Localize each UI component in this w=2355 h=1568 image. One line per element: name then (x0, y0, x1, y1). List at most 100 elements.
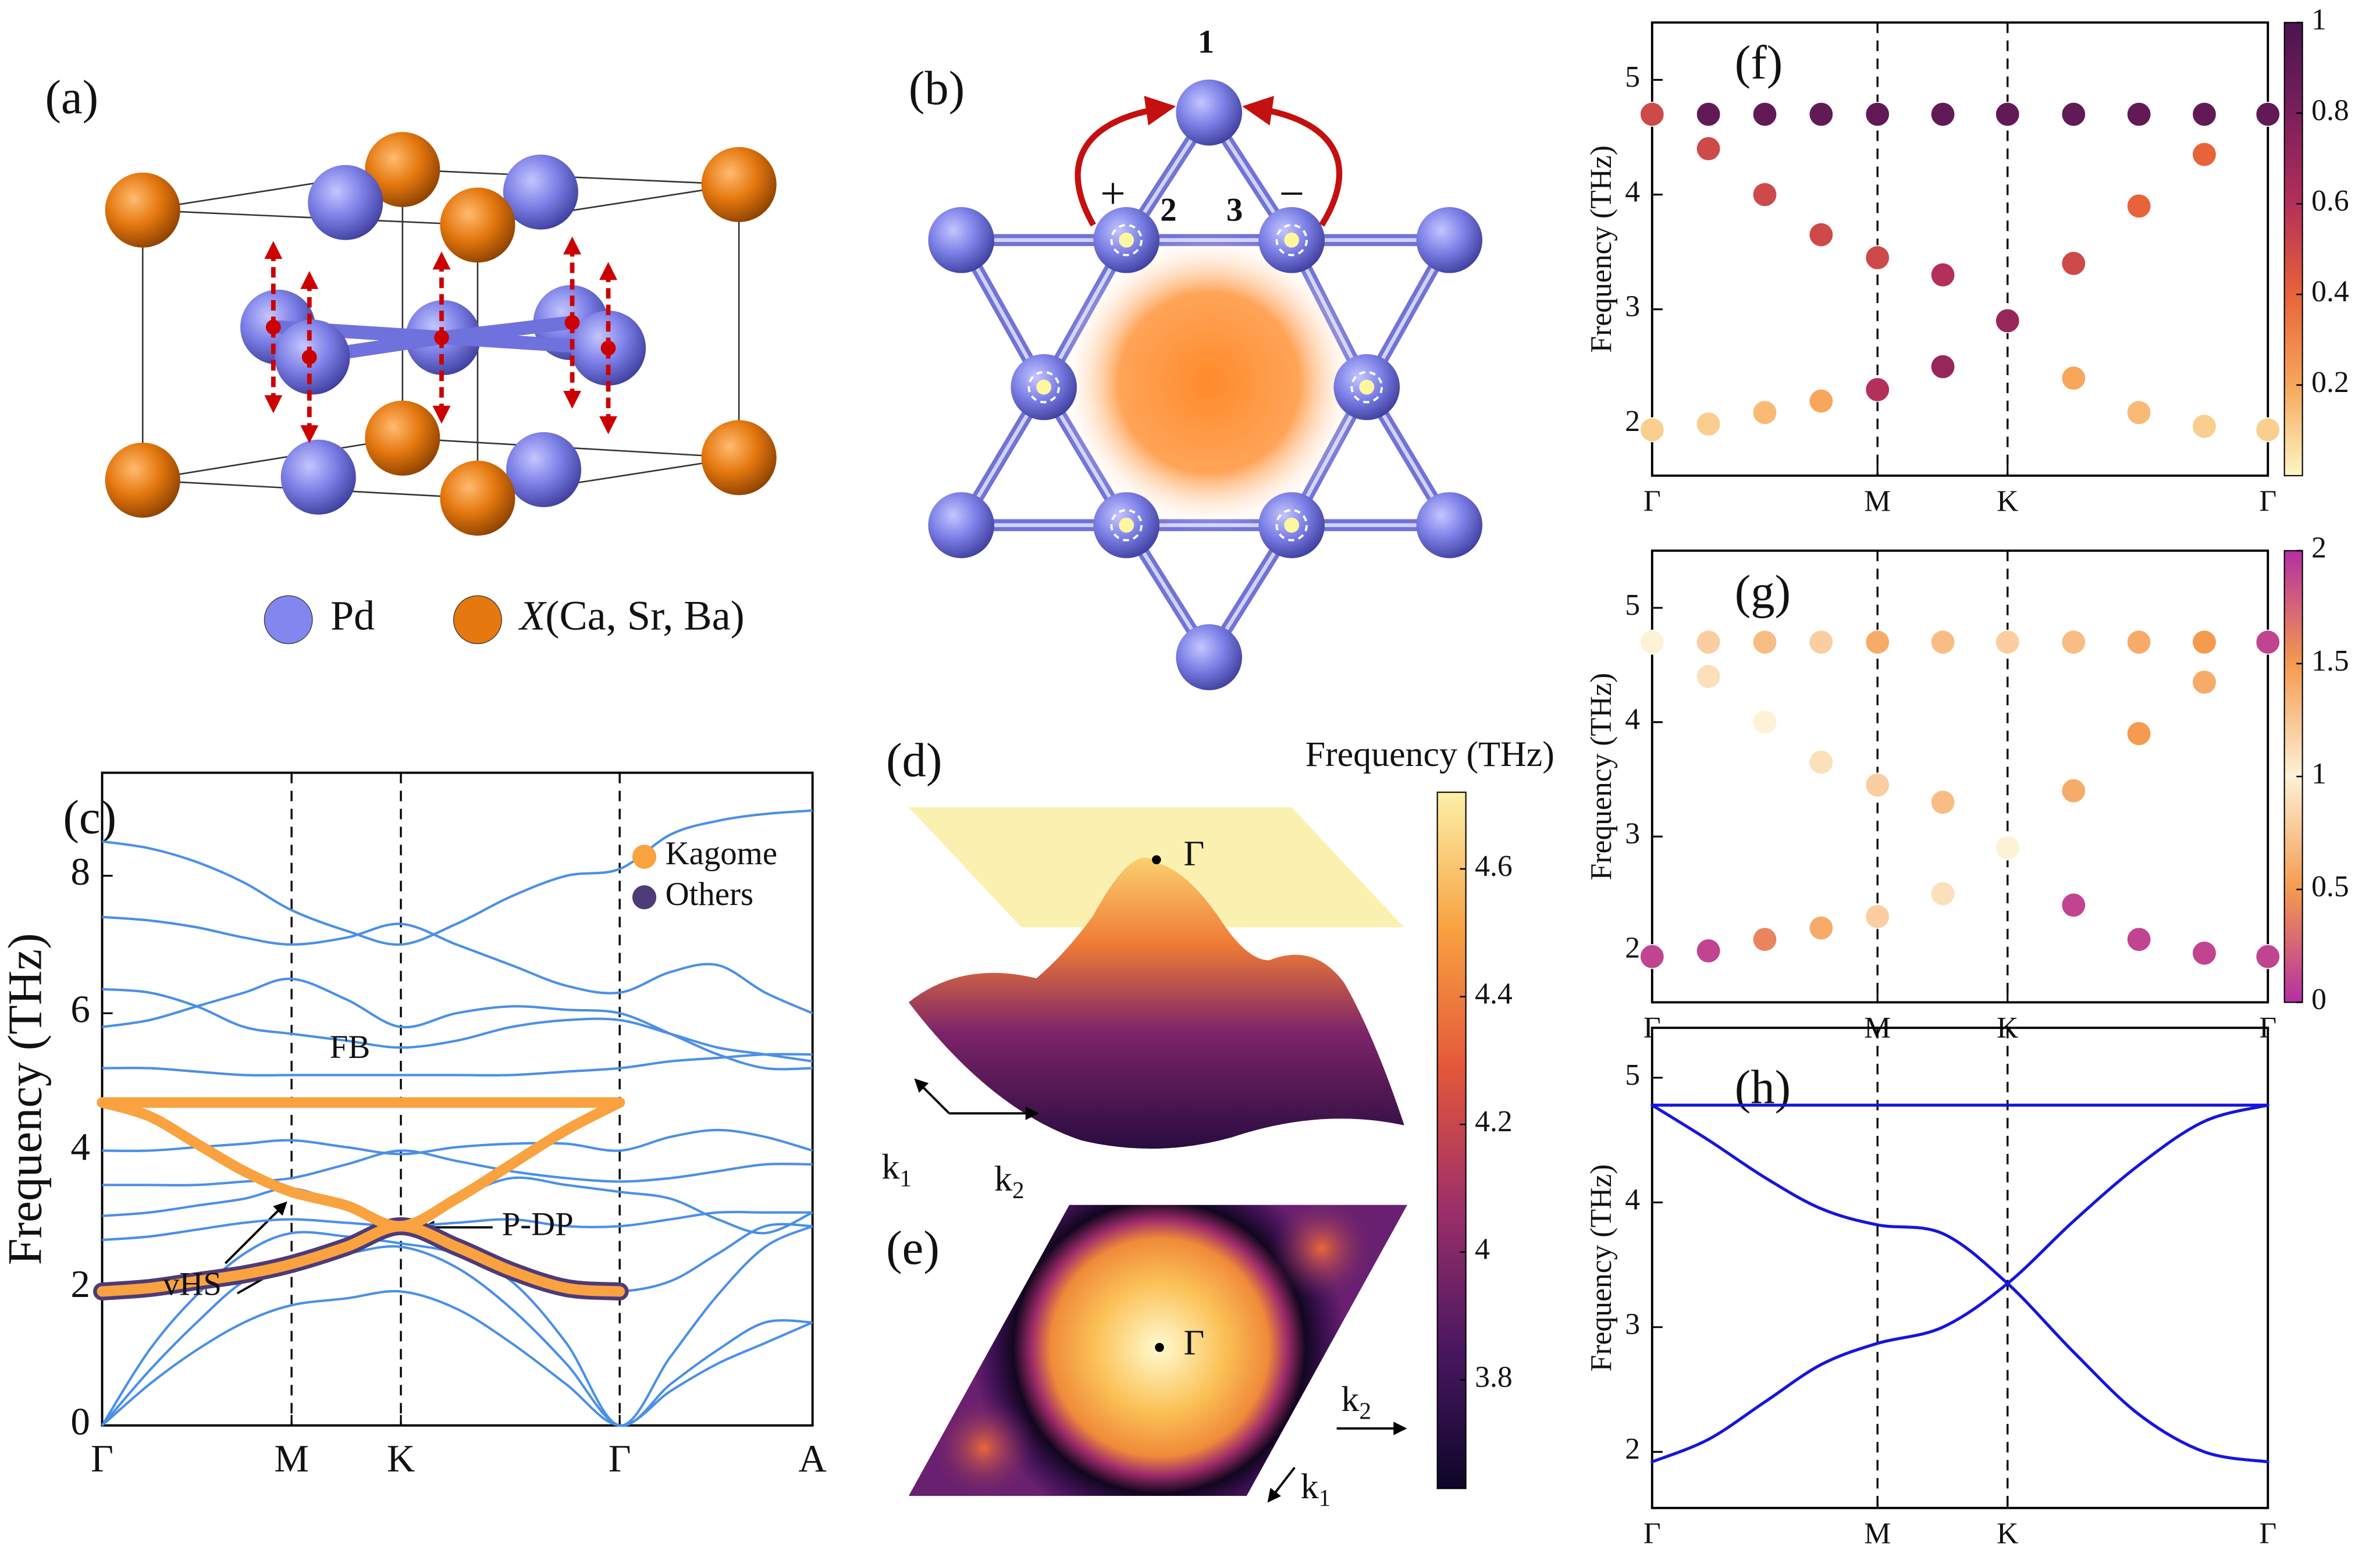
k-base: k (1341, 1380, 1359, 1419)
weighted-point (2192, 669, 2217, 695)
weighted-point (1808, 750, 1834, 775)
weighted-point (1752, 102, 1777, 127)
weighted-point (1865, 629, 1890, 655)
site-orbit (1110, 509, 1143, 541)
x-tick-label: K (1997, 485, 2018, 518)
colorbar-tick-label: 0.4 (2311, 275, 2349, 308)
site-label: 1 (1198, 23, 1214, 60)
annotation-arrow (224, 1201, 287, 1264)
site-label: 3 (1226, 191, 1243, 228)
weighted-point (1639, 102, 1665, 127)
hop-arrow (1242, 95, 1343, 227)
weighted-point (2061, 365, 2086, 391)
y-tick-label: 5 (1625, 1059, 1640, 1092)
y-tick-label: 2 (1625, 405, 1640, 438)
gamma-point (1152, 855, 1161, 865)
legend-label: Kagome (666, 835, 777, 872)
site (1176, 624, 1243, 690)
kagome-lattice: 1 2 3 + − (928, 23, 1483, 690)
atom (701, 420, 777, 496)
y-tick-label: 3 (1625, 290, 1640, 323)
weighted-point (1639, 629, 1665, 655)
phonon-band (102, 988, 813, 1063)
weighted-point (1639, 417, 1665, 443)
weighted-point (1930, 354, 1956, 379)
k-axis-label: k2 (1341, 1380, 1371, 1424)
weighted-point (1930, 262, 1956, 288)
colorbar-tick-label: 2 (2311, 532, 2326, 565)
colorbar-tick-label: 1.5 (2311, 644, 2349, 678)
weighted-point (1696, 136, 1721, 162)
phonon-band (102, 1176, 813, 1235)
weighted-point (2126, 193, 2152, 219)
y-axis-label: Frequency (THz) (1585, 145, 1618, 353)
band-surface (908, 857, 1404, 1149)
displacement-center (301, 350, 317, 365)
y-axis-label: Frequency (THz) (1585, 673, 1618, 881)
colorbar-tick-label: 4.4 (1475, 977, 1513, 1010)
site-core (1119, 518, 1134, 533)
displacement-center (434, 330, 449, 345)
weighted-point (1808, 102, 1834, 127)
y-tick-label: 2 (1625, 1432, 1640, 1466)
weighted-point (1865, 904, 1890, 929)
weighted-point (1696, 411, 1721, 437)
weighted-point (1752, 926, 1777, 952)
weighted-point (1930, 102, 1956, 127)
weighted-point (2061, 778, 2086, 804)
k-axis-label: k1 (1301, 1467, 1331, 1511)
atom (365, 400, 440, 476)
atom (440, 461, 515, 536)
weighted-point (2126, 400, 2152, 425)
weighted-point (2255, 944, 2281, 970)
y-tick-label: 8 (70, 850, 90, 893)
colorbar-tick-label: 1 (2311, 3, 2326, 37)
band (97, 1097, 625, 1232)
k-sub: 1 (1319, 1484, 1331, 1511)
phonon-band (102, 1210, 813, 1242)
weighted-point (1696, 629, 1721, 655)
y-tick-label: 4 (1625, 1183, 1640, 1216)
atom (105, 172, 180, 248)
weighted-point (1752, 400, 1777, 425)
weighted-point (2126, 102, 2152, 127)
y-tick-label: 4 (1625, 175, 1640, 208)
hopping-sign: + (1100, 168, 1126, 218)
plot-frame (1650, 1027, 2269, 1509)
colorbar-tick-label: 0.6 (2311, 184, 2349, 218)
weighted-point (2061, 892, 2086, 918)
y-tick-label: 5 (1625, 60, 1640, 94)
weighted-point (1930, 789, 1956, 815)
site-orbit (1275, 224, 1308, 256)
y-tick-label: 4 (70, 1125, 90, 1168)
displacement-center (600, 340, 616, 356)
weighted-point (1752, 710, 1777, 735)
site (1416, 207, 1483, 273)
k-sub: 2 (1359, 1398, 1371, 1424)
weighted-point (1696, 938, 1721, 964)
colorbar-tick-label: 4 (1475, 1233, 1490, 1266)
site (928, 492, 995, 558)
weighted-point (1808, 222, 1834, 248)
point-label: Γ (1183, 1323, 1204, 1362)
colorbar-tick-label: 0.2 (2311, 366, 2349, 399)
weighted-point (2061, 102, 2086, 127)
x-tick-label: M (1864, 1517, 1891, 1551)
phonon-band (101, 1289, 813, 1427)
site (928, 207, 995, 273)
weighted-point (1639, 944, 1665, 970)
phonon-band (102, 809, 813, 946)
orbital-blob (1059, 232, 1360, 533)
displacement-center (265, 319, 281, 335)
atom (506, 432, 582, 508)
weighted-point (1995, 102, 2020, 127)
x-tick-label: M (274, 1437, 309, 1480)
panel-label: (c) (63, 790, 116, 844)
weighted-point (1930, 881, 1956, 907)
k-base: k (881, 1148, 899, 1187)
k-sub: 2 (1012, 1177, 1024, 1204)
legend-symbol: X (518, 592, 547, 639)
plot-frame (1650, 549, 2269, 1004)
weighted-point (1808, 629, 1834, 655)
atom (308, 165, 383, 240)
